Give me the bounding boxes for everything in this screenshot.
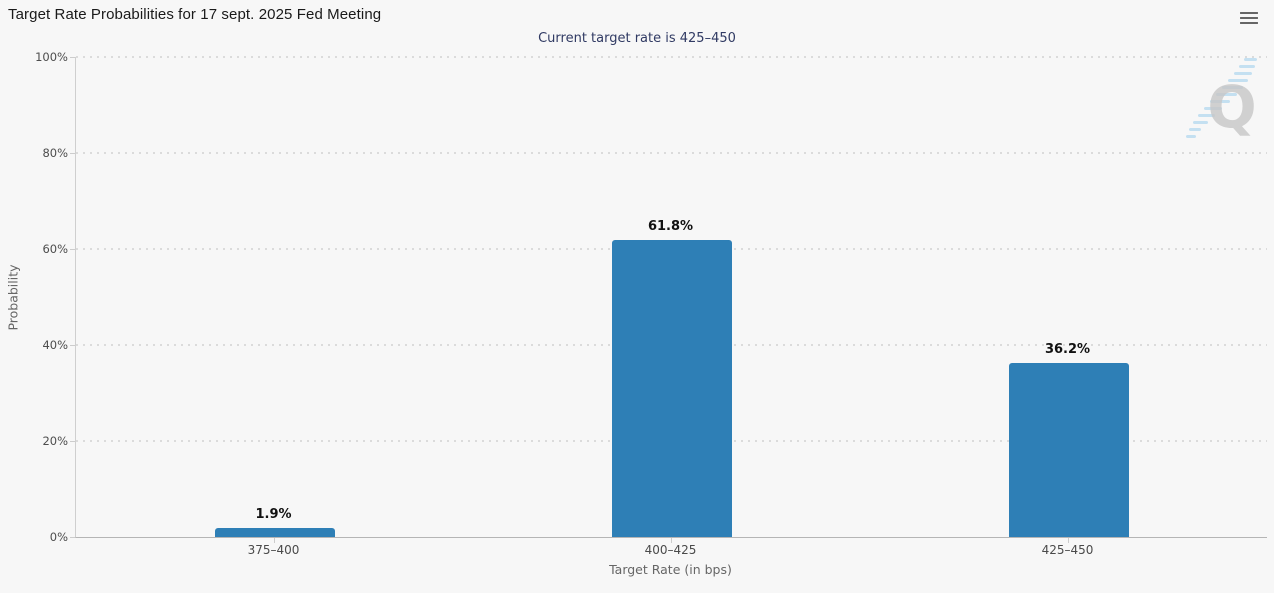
y-axis-tick-mark <box>70 441 75 442</box>
hamburger-icon <box>1240 21 1258 25</box>
x-axis-tick-mark <box>670 538 672 543</box>
x-axis-title: Target Rate (in bps) <box>609 562 732 577</box>
y-axis-tick-label: 60% <box>42 242 68 256</box>
chart-subtitle: Current target rate is 425–450 <box>538 31 736 46</box>
chart-bar[interactable] <box>214 527 335 537</box>
x-axis-category-label: 400–425 <box>644 543 697 557</box>
y-axis-tick-mark <box>70 153 75 154</box>
x-axis-category-label: 425–450 <box>1041 543 1094 557</box>
chart-bar[interactable] <box>1008 363 1129 537</box>
y-axis-tick-mark <box>70 249 75 250</box>
bar-value-label: 36.2% <box>1044 342 1091 358</box>
hamburger-icon <box>1240 11 1258 15</box>
y-gridline <box>76 56 1267 58</box>
y-axis-tick-label: 0% <box>49 530 68 544</box>
y-axis-tick-label: 20% <box>42 434 68 448</box>
y-axis-tick-mark <box>70 537 75 538</box>
bar-value-label: 61.8% <box>647 219 694 235</box>
hamburger-icon <box>1240 16 1258 20</box>
bar-value-label: 1.9% <box>255 506 292 522</box>
plot-area <box>75 56 1267 538</box>
y-gridline <box>76 152 1267 154</box>
y-axis-tick-label: 100% <box>35 50 68 64</box>
chart-title: Target Rate Probabilities for 17 sept. 2… <box>8 6 382 23</box>
chart-bar[interactable] <box>611 240 732 537</box>
y-axis-tick-label: 80% <box>42 146 68 160</box>
x-axis-category-label: 375–400 <box>247 543 300 557</box>
chart-context-menu-button[interactable] <box>1237 7 1261 29</box>
y-axis-tick-label: 40% <box>42 338 68 352</box>
x-axis-tick-mark <box>1067 538 1069 543</box>
y-axis-title: Probability <box>5 264 21 331</box>
y-axis-tick-mark <box>70 57 75 58</box>
x-axis-tick-mark <box>273 538 275 543</box>
y-axis-tick-mark <box>70 345 75 346</box>
